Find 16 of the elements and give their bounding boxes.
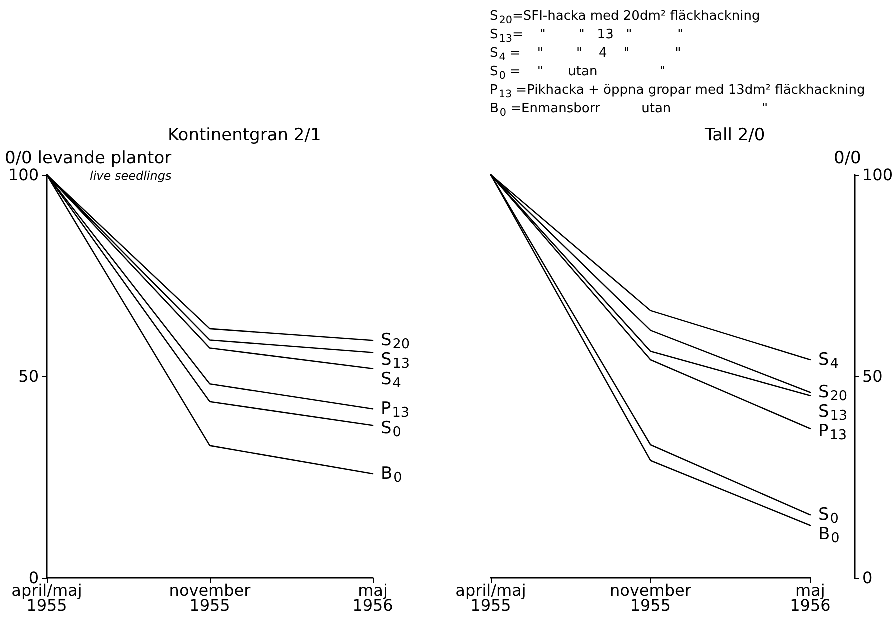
x-tick-label: maj 1956 — [352, 581, 394, 615]
y-axis-title: 0/0 levande plantor — [5, 148, 172, 168]
chart-title: Tall 2/0 — [704, 126, 766, 146]
x-tick-label: november 1955 — [169, 581, 252, 615]
x-tick-label: november 1955 — [610, 581, 692, 615]
chart-subtitle: live seedlings — [90, 169, 172, 183]
chart-title: Kontinentgran 2/1 — [168, 126, 322, 146]
y-tick-label: 0 — [862, 568, 873, 588]
x-tick-label: april/maj 1955 — [456, 581, 526, 615]
y-axis-title: 0/0 — [834, 148, 862, 168]
y-tick-label: 50 — [18, 367, 39, 386]
y-tick-label: 50 — [862, 367, 883, 386]
x-tick-label: maj 1956 — [790, 581, 831, 615]
y-tick-label: 100 — [862, 166, 894, 184]
y-tick-label: 100 — [8, 166, 39, 184]
y-tick-label: 0 — [28, 568, 39, 588]
